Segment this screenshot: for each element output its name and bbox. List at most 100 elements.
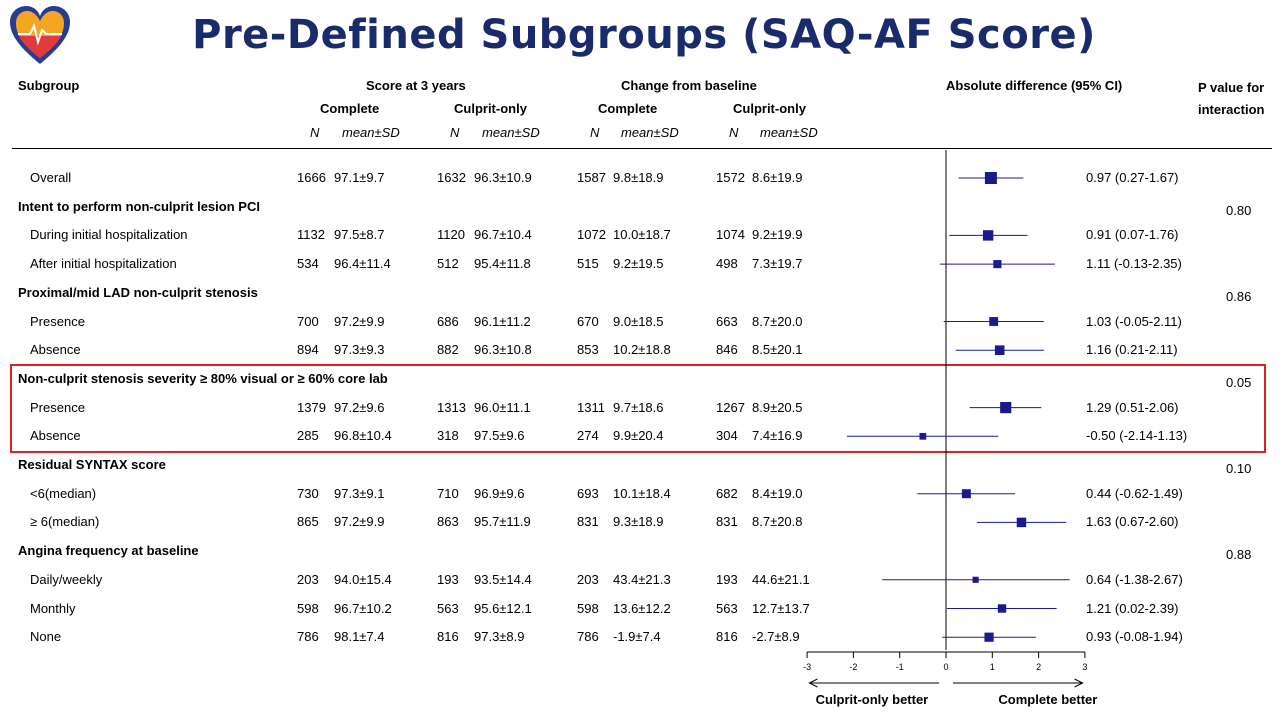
cell-m1: 96.7±10.2 — [334, 600, 392, 616]
culprit-only-better-label: Culprit-only better — [816, 692, 929, 707]
cell-n4: 1572 — [716, 170, 745, 185]
estimate-marker — [1000, 402, 1012, 414]
estimate-marker — [993, 260, 1002, 269]
cell-n4: 682 — [716, 485, 738, 501]
cell-n3: 598 — [577, 600, 599, 616]
cell-n1: 894 — [297, 342, 319, 358]
estimate-marker — [919, 432, 927, 440]
cell-m1: 94.0±15.4 — [334, 571, 392, 587]
cell-ci: 0.44 (-0.62-1.49) — [1086, 485, 1183, 501]
cell-m4: 7.3±19.7 — [752, 256, 803, 272]
cell-n3: 853 — [577, 342, 599, 358]
cell-n1: 1666 — [297, 170, 326, 185]
p-value: 0.80 — [1226, 202, 1252, 218]
row-label: Presence — [30, 313, 85, 329]
row-label: <6(median) — [30, 485, 97, 501]
cell-m1: 97.2±9.9 — [334, 514, 385, 530]
row-label: Monthly — [30, 600, 76, 616]
cell-m3: 9.9±20.4 — [613, 428, 664, 444]
estimate-marker — [984, 172, 997, 184]
cell-n1: 203 — [297, 571, 319, 587]
estimate-marker — [997, 604, 1007, 613]
cell-n4: 816 — [716, 629, 738, 645]
cell-n4: 846 — [716, 342, 738, 358]
cell-m1: 97.2±9.6 — [334, 399, 385, 415]
row-label: None — [30, 629, 62, 645]
cell-m1: 98.1±7.4 — [334, 629, 385, 645]
p-value: 0.86 — [1226, 288, 1252, 304]
cell-m4: 8.6±19.9 — [752, 170, 803, 185]
row-label: Daily/weekly — [30, 571, 103, 587]
x-tick-label: 3 — [1082, 662, 1087, 672]
row-label: During initial hospitalization — [30, 227, 188, 243]
cell-n2: 318 — [437, 428, 459, 444]
cell-n1: 1379 — [297, 399, 326, 415]
cell-n2: 512 — [437, 256, 459, 272]
cell-m1: 96.8±10.4 — [334, 428, 392, 444]
x-tick-label: -3 — [803, 662, 811, 672]
cell-n1: 865 — [297, 514, 319, 530]
cell-n4: 193 — [716, 571, 738, 587]
cell-n4: 663 — [716, 313, 738, 329]
p-value: 0.05 — [1226, 374, 1252, 390]
cell-ci: 0.91 (0.07-1.76) — [1086, 227, 1179, 243]
cell-m2: 96.3±10.9 — [474, 170, 532, 185]
x-tick-label: -2 — [849, 662, 857, 672]
cell-n2: 686 — [437, 313, 459, 329]
cell-m4: 12.7±13.7 — [752, 600, 810, 616]
cell-m3: 43.4±21.3 — [613, 571, 671, 587]
cell-m1: 97.3±9.1 — [334, 485, 385, 501]
estimate-marker — [972, 576, 979, 583]
header-subgroup: Subgroup — [18, 78, 80, 93]
header-score-3y: Score at 3 years — [366, 78, 466, 93]
header-score-complete: Complete — [320, 101, 380, 116]
cell-ci: 1.16 (0.21-2.11) — [1086, 342, 1178, 358]
cell-n2: 816 — [437, 629, 459, 645]
p-value: 0.88 — [1226, 547, 1252, 563]
cell-m1: 96.4±11.4 — [334, 256, 391, 272]
cell-n4: 831 — [716, 514, 738, 530]
cell-ci: 1.63 (0.67-2.60) — [1086, 514, 1179, 530]
cell-m4: 9.2±19.9 — [752, 227, 803, 243]
header-n-2: N — [450, 125, 460, 140]
cell-ci: 0.64 (-1.38-2.67) — [1086, 571, 1183, 587]
cell-m3: 13.6±12.2 — [613, 600, 671, 616]
cell-m1: 97.1±9.7 — [334, 170, 385, 185]
p-value: 0.10 — [1226, 461, 1252, 476]
cell-m2: 96.9±9.6 — [474, 485, 525, 501]
cell-n2: 863 — [437, 514, 459, 530]
row-label: After initial hospitalization — [30, 256, 177, 272]
header-mean-3: mean±SD — [621, 125, 679, 140]
cell-n1: 700 — [297, 313, 319, 329]
header-n-1: N — [310, 125, 320, 140]
group-label: Non-culprit stenosis severity ≥ 80% visu… — [18, 370, 388, 386]
cell-n4: 304 — [716, 428, 738, 444]
cell-m3: 9.3±18.9 — [613, 514, 664, 530]
cell-m2: 96.1±11.2 — [474, 313, 531, 329]
cell-n2: 1120 — [437, 227, 465, 243]
row-label: Overall — [30, 170, 72, 185]
cell-n3: 1587 — [577, 170, 606, 185]
group-label: Angina frequency at baseline — [18, 543, 199, 559]
estimate-marker — [1016, 517, 1027, 528]
header-pvalue-1: P value for — [1198, 80, 1265, 95]
page-title: Pre-Defined Subgroups (SAQ-AF Score) — [192, 12, 1096, 58]
cell-ci: 0.93 (-0.08-1.94) — [1086, 629, 1183, 645]
estimate-marker — [982, 230, 994, 241]
cell-m1: 97.5±8.7 — [334, 227, 385, 243]
heart-logo-icon — [10, 6, 70, 64]
cell-ci: 1.21 (0.02-2.39) — [1086, 600, 1179, 616]
cell-n3: 831 — [577, 514, 599, 530]
cell-n3: 515 — [577, 256, 599, 272]
cell-m2: 95.7±11.9 — [474, 514, 531, 530]
cell-m2: 97.3±8.9 — [474, 629, 525, 645]
cell-n1: 285 — [297, 428, 319, 444]
cell-n4: 498 — [716, 256, 738, 272]
estimate-marker — [989, 317, 999, 326]
cell-n3: 1311 — [577, 399, 605, 415]
cell-n2: 563 — [437, 600, 459, 616]
cell-m4: 8.4±19.0 — [752, 485, 803, 501]
complete-better-label: Complete better — [998, 692, 1097, 707]
cell-n1: 598 — [297, 600, 319, 616]
